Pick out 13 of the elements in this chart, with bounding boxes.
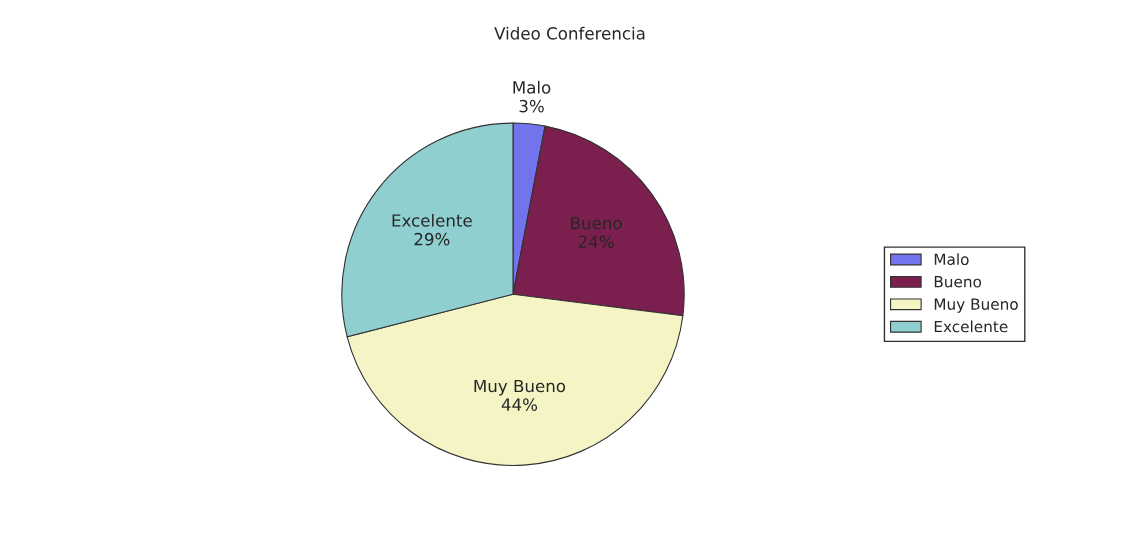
- slice-label: Excelente: [392, 213, 472, 227]
- data-label: 24%: [578, 235, 614, 249]
- slice-label: Malo: [513, 80, 551, 94]
- legend-label: Bueno: [934, 276, 982, 288]
- slice-label: Muy Bueno: [474, 379, 566, 396]
- legend-label: Muy Bueno: [934, 298, 1018, 313]
- slice-label: Bueno: [571, 216, 622, 230]
- data-label: 29%: [414, 232, 450, 246]
- legend-label: Excelente: [934, 320, 1008, 333]
- data-label: 3%: [519, 99, 544, 113]
- legend-label: Malo: [934, 253, 969, 266]
- data-label: 44%: [501, 398, 538, 411]
- chart-title: Video Conferencia: [494, 26, 645, 40]
